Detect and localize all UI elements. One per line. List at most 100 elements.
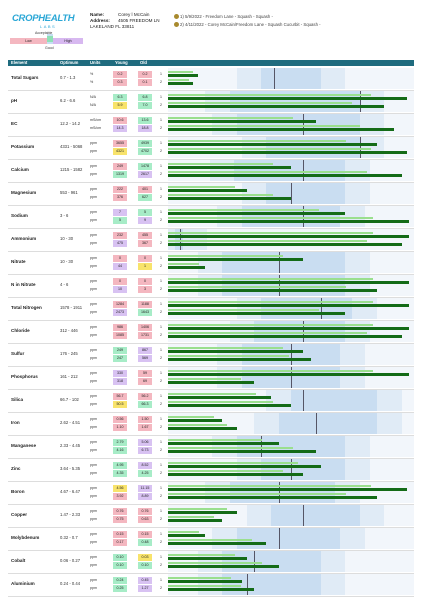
sample-index: 2 — [160, 402, 162, 406]
optimum-marker — [291, 367, 292, 388]
sample-1-text: 5/9/2022 - Freedom Lane - Squash - Squas… — [185, 14, 273, 19]
young-bar — [168, 194, 273, 196]
unit-label: mS/cm — [90, 126, 102, 130]
table-row: Total Sugars 0.7 - 1.3% 0.2 0.2 1% 0.3 0.1 2 — [8, 67, 414, 91]
young-value: 50.5 — [113, 401, 127, 408]
unit-label: ppm — [90, 356, 97, 360]
young-bar — [168, 585, 242, 587]
scale-acceptable-label: Acceptable — [35, 31, 53, 35]
old-value: 1.50 — [138, 416, 152, 423]
element-name: Copper — [11, 512, 28, 517]
young-bar — [168, 309, 319, 311]
old-bar — [168, 312, 346, 315]
old-bar — [168, 580, 242, 583]
young-bar — [168, 125, 361, 127]
young-bar — [168, 393, 256, 395]
young-bar — [168, 516, 214, 518]
young-value: 7 — [113, 209, 127, 216]
unit-label: N/A — [90, 95, 96, 99]
old-value: 0 — [138, 278, 152, 285]
sample-1-index: 1 — [180, 14, 183, 19]
sample-index: 2 — [160, 80, 162, 84]
sample-index: 1 — [160, 371, 162, 375]
young-bar — [168, 286, 346, 288]
element-bar-chart — [168, 298, 414, 319]
young-bar — [168, 163, 273, 165]
unit-label: ppm — [90, 532, 97, 536]
optimum-marker — [278, 482, 280, 503]
young-value: 2473 — [113, 309, 127, 316]
old-bar — [168, 511, 237, 514]
old-bar — [168, 143, 378, 146]
optimum-marker — [303, 206, 304, 227]
old-value: 0.10 — [138, 562, 152, 569]
young-bar — [168, 332, 367, 334]
sample-legend-1: 1) 5/9/2022 - Freedom Lane - Squash - Sq… — [174, 14, 273, 19]
young-value: 376 — [113, 194, 127, 201]
old-bar — [168, 105, 385, 108]
old-value: 0.76 — [138, 508, 152, 515]
young-bar — [168, 94, 371, 96]
optimum-marker — [278, 275, 280, 296]
unit-label: ppm — [90, 425, 97, 429]
col-old: Old — [140, 60, 147, 65]
sample-index: 1 — [160, 141, 162, 145]
old-bar — [168, 327, 410, 330]
young-bar — [168, 378, 242, 380]
old-value: 8.52 — [138, 462, 152, 469]
table-row: EC 12.2 - 14.2 mS/cm 10.6 13.6 1 mS/cm 14.3 18.8… — [8, 113, 414, 137]
old-bar — [168, 166, 291, 169]
old-bar — [168, 427, 237, 430]
young-value: 0.25 — [113, 585, 127, 592]
table-row: Manganese 2.33 - 4.45 ppm 2.79 5.06 1 ppm 4.16 6… — [8, 435, 414, 459]
sample-index: 2 — [160, 172, 162, 176]
old-bar — [168, 289, 378, 292]
young-value: 0.10 — [113, 562, 127, 569]
sample-index: 2 — [160, 379, 162, 383]
unit-label: ppm — [90, 141, 97, 145]
young-value: 56.7 — [113, 393, 127, 400]
optimum-marker — [359, 137, 361, 158]
young-value: 249 — [113, 347, 127, 354]
young-bar — [168, 186, 235, 188]
table-row: Phosphorus 161 - 212 ppm 330 59 1 ppm 318 69 2 — [8, 366, 414, 390]
young-value: 4.35 — [113, 470, 127, 477]
optimum-band — [291, 390, 378, 411]
old-bar — [168, 465, 321, 468]
scale-high-swatch: High — [53, 38, 83, 44]
element-bar-chart — [168, 574, 414, 595]
optimum-marker — [320, 298, 322, 319]
old-value: 3 — [138, 286, 152, 293]
element-bar-chart — [168, 459, 414, 480]
element-name: Molybdenum — [11, 535, 40, 540]
young-value: 475 — [113, 240, 127, 247]
sample-index: 1 — [160, 325, 162, 329]
young-value: 3655 — [113, 140, 127, 147]
optimum-range: 1215 - 1582 — [60, 167, 83, 172]
young-value: 4.95 — [113, 462, 127, 469]
optimum-range: 312 - 446 — [60, 328, 78, 333]
young-bar — [168, 140, 346, 142]
col-optimum: Optimum — [60, 60, 79, 65]
sample-index: 1 — [160, 440, 162, 444]
table-row: Copper 1.47 - 2.33 ppm 0.76 0.76 1 ppm 0.75 0.63… — [8, 504, 414, 528]
element-name: Iron — [11, 420, 20, 425]
table-row: Boron 4.67 - 6.47 ppm 4.56 11.15 1 ppm 3.92 8.89… — [8, 481, 414, 505]
sample-index: 2 — [160, 287, 162, 291]
young-bar — [168, 554, 235, 556]
element-bar-chart — [168, 390, 414, 411]
old-value: 4939 — [138, 140, 152, 147]
old-bar — [168, 373, 410, 376]
young-value: 330 — [113, 370, 127, 377]
table-row: Zinc 3.64 - 5.35 ppm 4.95 8.52 1 ppm 4.35 4.25 2 — [8, 458, 414, 482]
optimum-range: 0.32 - 0.7 — [60, 535, 78, 540]
young-value: 0.17 — [113, 539, 127, 546]
old-bar — [168, 258, 304, 261]
old-bar — [168, 82, 193, 85]
element-bar-chart — [168, 505, 414, 526]
sample-index: 1 — [160, 187, 162, 191]
old-value: 56.2 — [138, 393, 152, 400]
old-value: 0.48 — [138, 539, 152, 546]
optimum-range: 0.24 - 0.44 — [60, 581, 81, 586]
optimum-marker — [303, 321, 304, 342]
